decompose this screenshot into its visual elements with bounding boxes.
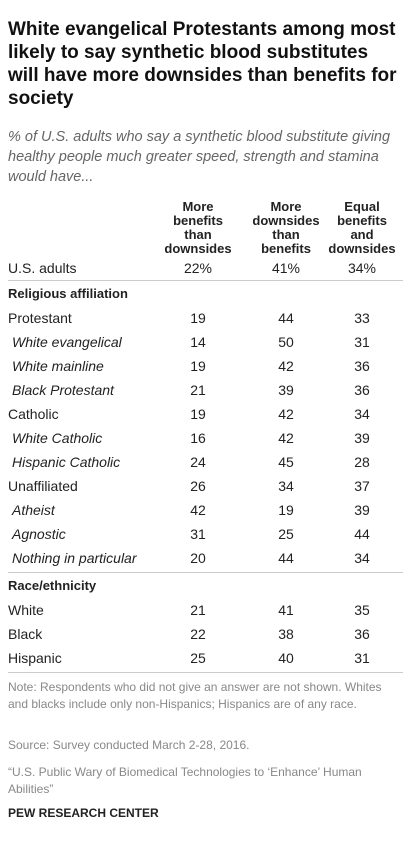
- row-label: U.S. adults: [8, 260, 77, 276]
- column-header: More: [270, 199, 302, 214]
- cell-value: 34: [278, 478, 294, 494]
- cell-value: 41%: [271, 260, 301, 276]
- cell-value: 22: [190, 626, 206, 642]
- column-header: and: [350, 227, 374, 242]
- title: White evangelical Protestants among most…: [8, 19, 397, 109]
- row-label: Black Protestant: [12, 382, 114, 398]
- cell-value: 44: [354, 526, 370, 542]
- cell-value: 42: [190, 502, 206, 518]
- subtitle: % of U.S. adults who say a synthetic blo…: [8, 129, 391, 185]
- row-label: Catholic: [8, 406, 59, 422]
- cell-value: 21: [190, 602, 206, 618]
- row-label: Black: [8, 626, 43, 642]
- report: “U.S. Public Wary of Biomedical Technolo…: [8, 765, 362, 796]
- cell-value: 31: [190, 526, 206, 542]
- cell-value: 33: [354, 310, 370, 326]
- cell-value: 34: [354, 550, 370, 566]
- cell-value: 16: [190, 430, 206, 446]
- cell-value: 19: [190, 310, 206, 326]
- column-header: than: [184, 227, 212, 242]
- cell-value: 36: [354, 382, 370, 398]
- row-label: White evangelical: [12, 334, 122, 350]
- cell-value: 42: [278, 406, 294, 422]
- row-label: Agnostic: [12, 526, 66, 542]
- column-header: benefits: [337, 213, 387, 228]
- cell-value: 37: [354, 478, 370, 494]
- rule: [8, 280, 403, 281]
- org: PEW RESEARCH CENTER: [8, 806, 159, 820]
- cell-value: 44: [278, 550, 294, 566]
- cell-value: 25: [278, 526, 294, 542]
- cell-value: 36: [354, 626, 370, 642]
- cell-value: 26: [190, 478, 206, 494]
- cell-value: 22%: [183, 260, 213, 276]
- section-title: Religious affiliation: [8, 286, 128, 301]
- cell-value: 34%: [347, 260, 377, 276]
- cell-value: 40: [278, 650, 294, 666]
- cell-value: 44: [278, 310, 294, 326]
- cell-value: 36: [354, 358, 370, 374]
- column-header: downsides: [328, 241, 396, 256]
- cell-value: 20: [190, 550, 206, 566]
- cell-value: 42: [278, 358, 294, 374]
- column-header: benefits: [261, 241, 311, 256]
- cell-value: 28: [354, 454, 370, 470]
- cell-value: 19: [278, 502, 294, 518]
- rule: [8, 572, 403, 573]
- cell-value: 19: [190, 358, 206, 374]
- cell-value: 42: [278, 430, 294, 446]
- column-header: Equal: [344, 199, 380, 214]
- cell-value: 31: [354, 334, 370, 350]
- cell-value: 14: [190, 334, 206, 350]
- column-header: benefits: [173, 213, 223, 228]
- column-header: downsides: [164, 241, 232, 256]
- cell-value: 45: [278, 454, 294, 470]
- cell-value: 34: [354, 406, 370, 422]
- cell-value: 38: [278, 626, 294, 642]
- column-header: More: [182, 199, 214, 214]
- cell-value: 50: [278, 334, 294, 350]
- source: Source: Survey conducted March 2-28, 201…: [8, 738, 250, 752]
- row-label: White Catholic: [12, 430, 103, 446]
- cell-value: 39: [354, 502, 370, 518]
- cell-value: 25: [190, 650, 206, 666]
- row-label: Nothing in particular: [12, 550, 137, 566]
- column-header: downsides: [252, 213, 320, 228]
- row-label: White mainline: [12, 358, 104, 374]
- cell-value: 41: [278, 602, 294, 618]
- row-label: Unaffiliated: [8, 478, 78, 494]
- column-header: than: [272, 227, 300, 242]
- note: Note: Respondents who did not give an an…: [8, 680, 382, 711]
- row-label: Hispanic: [8, 650, 62, 666]
- row-label: White: [8, 602, 44, 618]
- cell-value: 35: [354, 602, 370, 618]
- cell-value: 31: [354, 650, 370, 666]
- row-label: Atheist: [12, 502, 55, 518]
- cell-value: 21: [190, 382, 206, 398]
- cell-value: 39: [278, 382, 294, 398]
- cell-value: 24: [190, 454, 206, 470]
- rule: [8, 672, 403, 673]
- section-title: Race/ethnicity: [8, 578, 97, 593]
- cell-value: 19: [190, 406, 206, 422]
- row-label: Protestant: [8, 310, 72, 326]
- row-label: Hispanic Catholic: [12, 454, 121, 470]
- cell-value: 39: [354, 430, 370, 446]
